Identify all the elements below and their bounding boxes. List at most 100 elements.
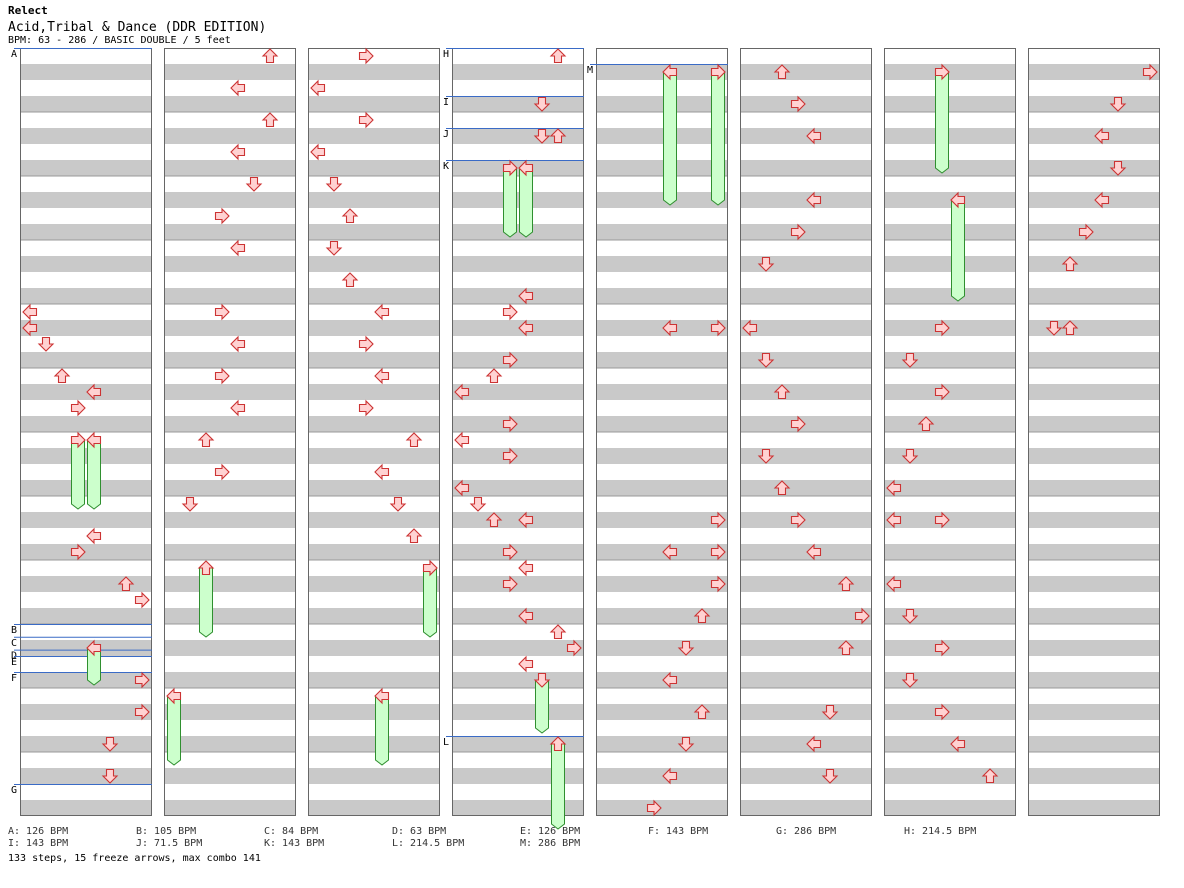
beat-band xyxy=(740,416,872,432)
step-arrow xyxy=(117,576,135,592)
step-arrow xyxy=(230,143,246,161)
step-arrow xyxy=(934,511,950,529)
beat-band xyxy=(20,288,152,304)
step-arrow xyxy=(677,640,695,656)
beat-band xyxy=(740,704,872,720)
beat-band xyxy=(20,704,152,720)
beat-band xyxy=(308,256,440,272)
step-arrow xyxy=(70,399,86,417)
bpm-marker-label: M xyxy=(587,65,593,76)
step-arrow xyxy=(341,208,359,224)
step-arrow xyxy=(502,543,518,561)
step-arrow xyxy=(518,319,534,337)
beat-band xyxy=(884,224,1016,240)
step-arrow xyxy=(134,671,150,689)
beat-band xyxy=(308,480,440,496)
beat-band xyxy=(596,64,728,80)
beat-band xyxy=(884,160,1016,176)
beat-band xyxy=(1028,128,1160,144)
column-border xyxy=(308,48,440,816)
freeze-arrow xyxy=(951,199,965,302)
bpm-legend-d: D: 63 BPM xyxy=(392,826,447,837)
beat-band xyxy=(1028,736,1160,752)
freeze-head-arrow xyxy=(86,431,102,449)
bpm-marker-label: I xyxy=(443,97,449,108)
beat-band xyxy=(884,480,1016,496)
step-arrow xyxy=(1061,256,1079,272)
step-arrow xyxy=(693,704,711,720)
beat-band xyxy=(1028,224,1160,240)
step-arrow xyxy=(374,367,390,385)
step-arrow xyxy=(901,608,919,624)
step-arrow xyxy=(405,528,423,544)
step-arrow xyxy=(518,607,534,625)
step-arrow xyxy=(710,543,726,561)
step-arrow xyxy=(549,48,567,64)
freeze-head-arrow xyxy=(533,672,551,688)
step-arrow xyxy=(934,383,950,401)
step-arrow xyxy=(374,303,390,321)
beat-band xyxy=(1028,192,1160,208)
beat-band xyxy=(884,608,1016,624)
bpm-marker-label: H xyxy=(443,49,449,60)
freeze-head-arrow xyxy=(374,687,390,705)
beat-band xyxy=(20,576,152,592)
beat-band xyxy=(164,800,296,816)
step-arrow xyxy=(1045,320,1063,336)
bpm-legend-b: B: 105 BPM xyxy=(136,826,197,837)
beat-band xyxy=(1028,96,1160,112)
bpm-legend-c: C: 84 BPM xyxy=(264,826,319,837)
beat-band xyxy=(884,672,1016,688)
beat-band xyxy=(452,128,584,144)
bpm-marker-label: A xyxy=(11,49,17,60)
step-arrow xyxy=(70,543,86,561)
beat-band xyxy=(740,192,872,208)
step-arrow xyxy=(662,319,678,337)
bpm-marker-label: L xyxy=(443,737,449,748)
step-arrow xyxy=(693,608,711,624)
step-arrow xyxy=(662,543,678,561)
beat-band xyxy=(596,288,728,304)
beat-band xyxy=(740,640,872,656)
freeze-head-arrow xyxy=(502,159,518,177)
freeze-arrow xyxy=(87,439,101,510)
step-arrow xyxy=(485,512,503,528)
freeze-head-arrow xyxy=(662,63,678,81)
beat-band xyxy=(164,256,296,272)
beat-band xyxy=(1028,576,1160,592)
beat-band xyxy=(20,96,152,112)
step-arrow xyxy=(549,128,567,144)
beat-band xyxy=(308,768,440,784)
step-arrow xyxy=(214,207,230,225)
step-arrow xyxy=(742,319,758,337)
beat-band xyxy=(452,512,584,528)
step-arrow xyxy=(502,303,518,321)
beat-band xyxy=(1028,384,1160,400)
beat-band xyxy=(308,608,440,624)
step-arrow xyxy=(181,496,199,512)
beat-band xyxy=(452,576,584,592)
beat-band xyxy=(1028,416,1160,432)
step-arrow xyxy=(806,127,822,145)
step-arrow xyxy=(86,527,102,545)
beat-band xyxy=(308,128,440,144)
beat-band xyxy=(1028,544,1160,560)
bpm-marker-label: J xyxy=(443,129,449,140)
beat-band xyxy=(164,480,296,496)
bpm-marker-label: B xyxy=(11,625,17,636)
beat-band xyxy=(308,384,440,400)
beat-band xyxy=(20,480,152,496)
step-arrow xyxy=(502,415,518,433)
beat-band xyxy=(452,160,584,176)
beat-band xyxy=(164,672,296,688)
beat-band xyxy=(308,800,440,816)
step-arrow xyxy=(230,79,246,97)
beat-band xyxy=(740,256,872,272)
step-arrow xyxy=(134,591,150,609)
step-arrow xyxy=(662,767,678,785)
beat-band xyxy=(596,96,728,112)
beat-band xyxy=(164,96,296,112)
beat-band xyxy=(164,320,296,336)
bpm-legend-a: A: 126 BPM xyxy=(8,826,69,837)
